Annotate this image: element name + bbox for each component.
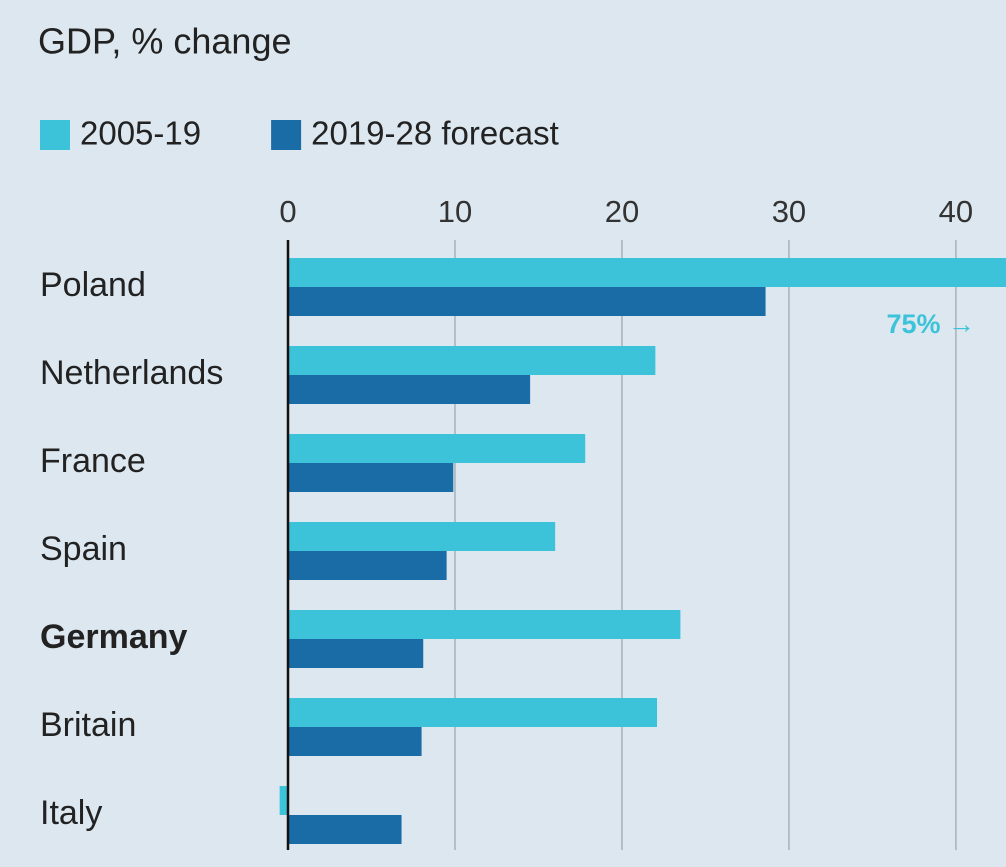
legend-swatch [271, 120, 302, 150]
bar [288, 639, 424, 668]
legend-label: 2005-19 [80, 115, 201, 152]
annotation: 75% → [886, 309, 975, 339]
bars [279, 258, 1006, 844]
x-tick-label: 30 [772, 194, 806, 229]
bar [288, 434, 586, 463]
bar [288, 346, 656, 375]
category-label: Poland [40, 266, 146, 304]
category-label: Italy [40, 794, 102, 832]
category-label: Netherlands [40, 354, 223, 392]
x-tick-label: 20 [605, 194, 639, 229]
bar [288, 522, 556, 551]
category-label: France [40, 442, 146, 480]
category-label: Germany [40, 618, 187, 656]
bar [288, 463, 454, 492]
bar [288, 698, 658, 727]
bar [279, 786, 288, 815]
bar [288, 727, 422, 756]
category-label: Britain [40, 706, 136, 744]
bar [288, 815, 402, 844]
legend-label: 2019-28 forecast [311, 115, 559, 152]
category-label: Spain [40, 530, 127, 568]
chart-title: GDP, % change [38, 21, 292, 62]
x-tick-label: 10 [438, 194, 472, 229]
bar [288, 375, 531, 404]
legend-swatch [40, 120, 70, 150]
x-tick-label: 40 [939, 194, 973, 229]
bar [288, 551, 447, 580]
bar [288, 258, 1006, 287]
bar [288, 610, 681, 639]
x-tick-label: 0 [279, 194, 296, 229]
bar [288, 287, 766, 316]
